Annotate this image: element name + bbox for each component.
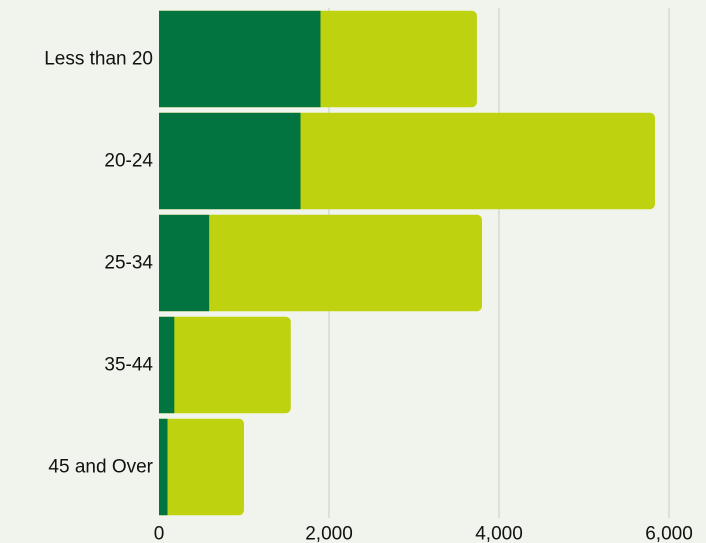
bar-baseline-mask xyxy=(153,9,159,109)
x-tick-label-6000: 6,000 xyxy=(645,524,693,543)
category-label-25-34: 25-34 xyxy=(104,253,153,274)
bar-group-45-and-over xyxy=(153,417,244,517)
bar-segment-1-35-44 xyxy=(159,316,175,414)
x-tick-label-4000: 4,000 xyxy=(475,524,523,543)
bar-baseline-mask xyxy=(153,111,159,211)
category-label-45-and-over: 45 and Over xyxy=(48,457,153,478)
bar-group-25-34 xyxy=(153,213,482,313)
x-tick-label-2000: 2,000 xyxy=(305,524,353,543)
bar-segment-1-20-24 xyxy=(159,112,301,210)
value-axis: 0 2,000 4,000 6,000 xyxy=(154,524,693,543)
bar-segment-1-25-34 xyxy=(159,214,210,312)
category-label-20-24: 20-24 xyxy=(104,151,153,172)
bar-segment-1-less-than-20 xyxy=(159,10,321,108)
bars xyxy=(153,9,655,517)
bar-segment-1-45-and-over xyxy=(159,418,168,516)
category-label-35-44: 35-44 xyxy=(104,355,153,376)
bar-group-20-24 xyxy=(153,111,655,211)
bar-segment-2-45-and-over xyxy=(154,418,244,516)
category-label-less-than-20: Less than 20 xyxy=(44,49,153,70)
bar-group-35-44 xyxy=(153,315,291,415)
bar-segment-2-25-34 xyxy=(154,214,482,312)
bar-segment-2-35-44 xyxy=(154,316,291,414)
bar-group-less-than-20 xyxy=(153,9,477,109)
category-axis: Less than 20 20-24 25-34 35-44 45 and Over xyxy=(44,49,153,478)
bar-baseline-mask xyxy=(153,315,159,415)
bar-baseline-mask xyxy=(153,213,159,313)
x-tick-label-0: 0 xyxy=(154,524,165,543)
bar-baseline-mask xyxy=(153,417,159,517)
